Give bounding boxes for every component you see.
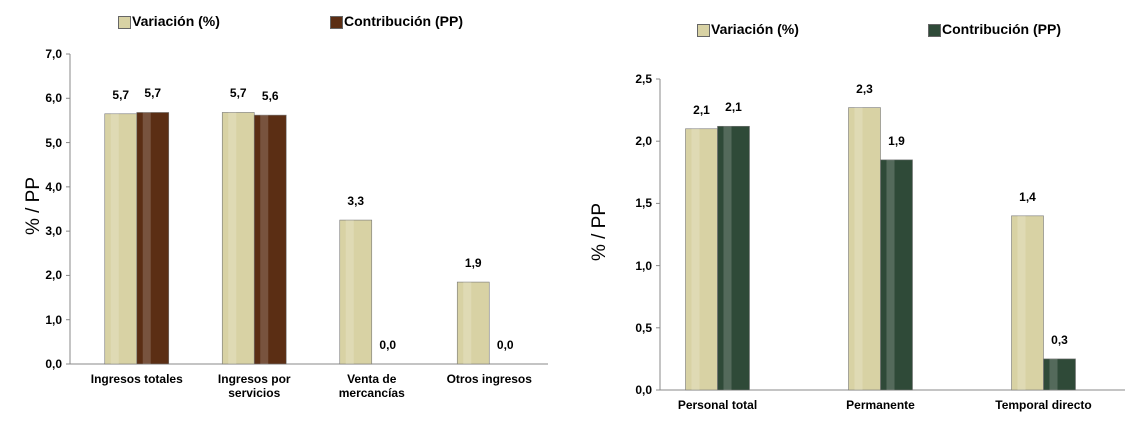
bar-shine [1017,215,1026,390]
bar [339,219,373,365]
bar [848,107,881,391]
bar-shine [1049,358,1058,390]
legend-label: Contribución (PP) [344,13,463,29]
bar [136,112,170,365]
y-tick-label: 0,0 [45,357,62,371]
y-tick-label: 1,0 [45,312,62,327]
legend-swatch [330,16,343,29]
bar-shine [228,112,237,364]
value-label: 3,3 [347,194,365,209]
y-tick-label: 0,0 [635,383,652,397]
value-label: 1,4 [1019,189,1036,204]
bar [1043,358,1076,391]
y-tick-label: 5,0 [45,135,62,150]
y-tick-label: 2,5 [635,72,652,86]
y-axis-label: % / PP [589,202,610,261]
bar [253,114,287,365]
x-tick-label: Permanente [846,398,915,412]
bar [880,159,913,391]
y-tick-label: 1,0 [635,258,652,273]
y-axis-label: % / PP [23,176,44,236]
x-tick-label: Venta de mercancías [338,372,405,400]
x-tick-label: Ingresos totales [90,372,183,386]
bar-shine [260,115,269,364]
bar [717,125,750,391]
bar-shine [110,113,119,365]
value-label: 5,7 [112,87,130,102]
value-label: 5,6 [261,89,279,104]
bar [685,128,718,391]
bar-shine [345,220,354,364]
y-tick-label: 7,0 [45,47,62,61]
x-tick-label: Temporal directo [995,398,1092,412]
bar [1011,215,1044,391]
bar [456,281,490,365]
value-label: 0,0 [379,338,397,352]
y-tick-label: 6,0 [45,91,62,106]
bar [221,112,255,365]
y-tick-label: 2,0 [45,268,62,283]
value-label: 2,3 [856,81,873,96]
value-label: 5,7 [144,86,162,101]
value-label: 2,1 [693,102,710,117]
legend-swatch [118,16,131,29]
x-tick-label: Personal total [677,398,758,412]
bar-shine [886,159,895,390]
bar-shine [463,282,472,364]
y-tick-label: 2,0 [635,134,652,149]
value-label: 5,7 [229,86,247,101]
bar-shine [142,112,151,364]
y-tick-label: 3,0 [45,224,62,239]
legend-swatch [697,24,710,37]
legend-label: Variación (%) [711,21,799,37]
bar-shine [854,107,863,390]
value-label: 1,9 [464,256,482,271]
bar-shine [691,128,700,390]
legend-label: Contribución (PP) [942,21,1061,37]
legend-swatch [928,24,941,37]
value-label: 1,9 [888,133,905,148]
y-tick-label: 1,5 [635,196,652,211]
y-tick-label: 4,0 [45,179,62,194]
y-tick-label: 0,5 [635,320,652,335]
value-label: 0,3 [1051,332,1068,347]
x-tick-label: Ingresos por servicios [217,372,291,400]
value-label: 2,1 [725,100,742,115]
bar-shine [723,126,732,390]
x-tick-label: Otros ingresos [446,372,532,386]
legend-label: Variación (%) [132,13,220,29]
bar [104,113,138,365]
value-label: 0,0 [496,338,514,352]
